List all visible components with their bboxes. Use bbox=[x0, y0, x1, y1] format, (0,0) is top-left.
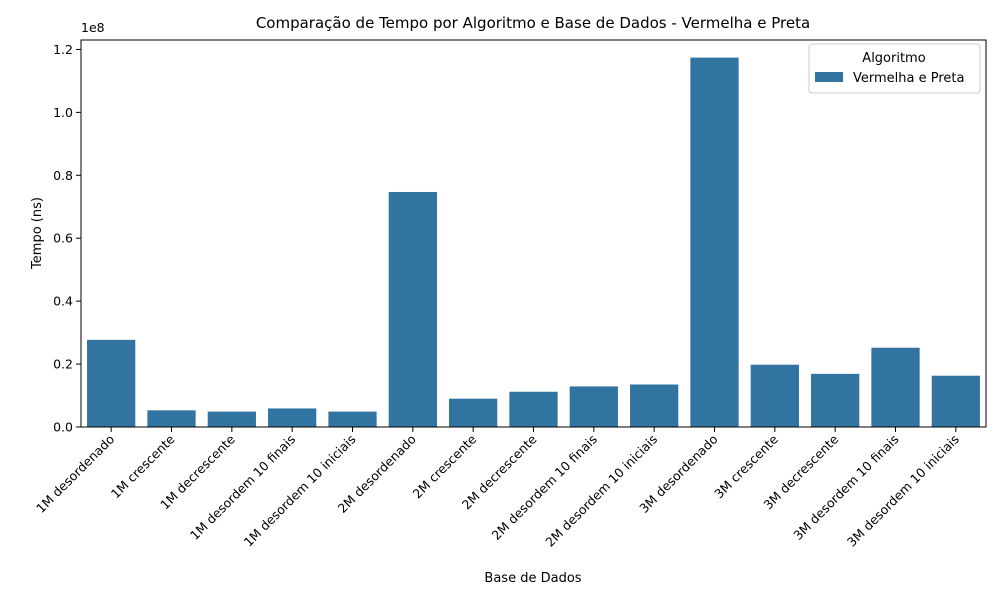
bar bbox=[690, 57, 739, 428]
bar bbox=[931, 375, 980, 427]
x-tick-label: 1M desordem 10 iniciais bbox=[241, 432, 359, 550]
legend-frame bbox=[808, 43, 981, 94]
x-axis-label: Base de Dados bbox=[484, 571, 581, 586]
legend: Algoritmo Vermelha e Preta bbox=[808, 43, 981, 94]
y-tick-label: 0.2 bbox=[53, 357, 73, 372]
legend-title: Algoritmo bbox=[862, 51, 925, 66]
plot-frame bbox=[80, 39, 987, 428]
y-tick-label: 0.0 bbox=[53, 420, 73, 435]
bar bbox=[811, 373, 860, 427]
x-tick-label: 1M desordenado bbox=[33, 432, 117, 516]
bar bbox=[207, 411, 256, 427]
bar bbox=[509, 391, 558, 427]
bar bbox=[268, 408, 317, 427]
bar bbox=[87, 339, 136, 427]
bar bbox=[147, 410, 196, 427]
y-ticks: 0.0 0.2 0.4 0.6 0.8 1.0 1.2 bbox=[53, 42, 81, 435]
y-tick-label: 1.2 bbox=[53, 42, 73, 57]
bar bbox=[871, 347, 920, 427]
bar bbox=[388, 191, 437, 427]
legend-entry-label: Vermelha e Preta bbox=[853, 71, 964, 86]
y-axis-offset-text: 1e8 bbox=[81, 20, 105, 35]
x-tick-label: 3M desordem 10 iniciais bbox=[844, 432, 962, 550]
y-tick-label: 0.8 bbox=[53, 168, 73, 183]
legend-swatch bbox=[815, 72, 843, 82]
bar bbox=[750, 364, 799, 427]
bar bbox=[328, 411, 377, 427]
y-tick-label: 0.4 bbox=[53, 294, 73, 309]
bars-layer bbox=[87, 57, 980, 428]
x-tick-label: 3M desordem 10 finais bbox=[790, 432, 901, 543]
axes-layer bbox=[80, 39, 987, 428]
x-tick-label: 2M desordem 10 iniciais bbox=[542, 432, 660, 550]
y-axis-label: Tempo (ns) bbox=[30, 197, 45, 270]
bar bbox=[630, 384, 679, 427]
y-tick-label: 0.6 bbox=[53, 231, 73, 246]
x-tick-label: 1M desordem 10 finais bbox=[187, 432, 298, 543]
y-tick-label: 1.0 bbox=[53, 105, 73, 120]
chart-title: Comparação de Tempo por Algoritmo e Base… bbox=[256, 14, 810, 32]
bar bbox=[449, 398, 498, 427]
x-tick-label: 2M desordem 10 finais bbox=[489, 432, 600, 543]
bar bbox=[569, 386, 618, 427]
